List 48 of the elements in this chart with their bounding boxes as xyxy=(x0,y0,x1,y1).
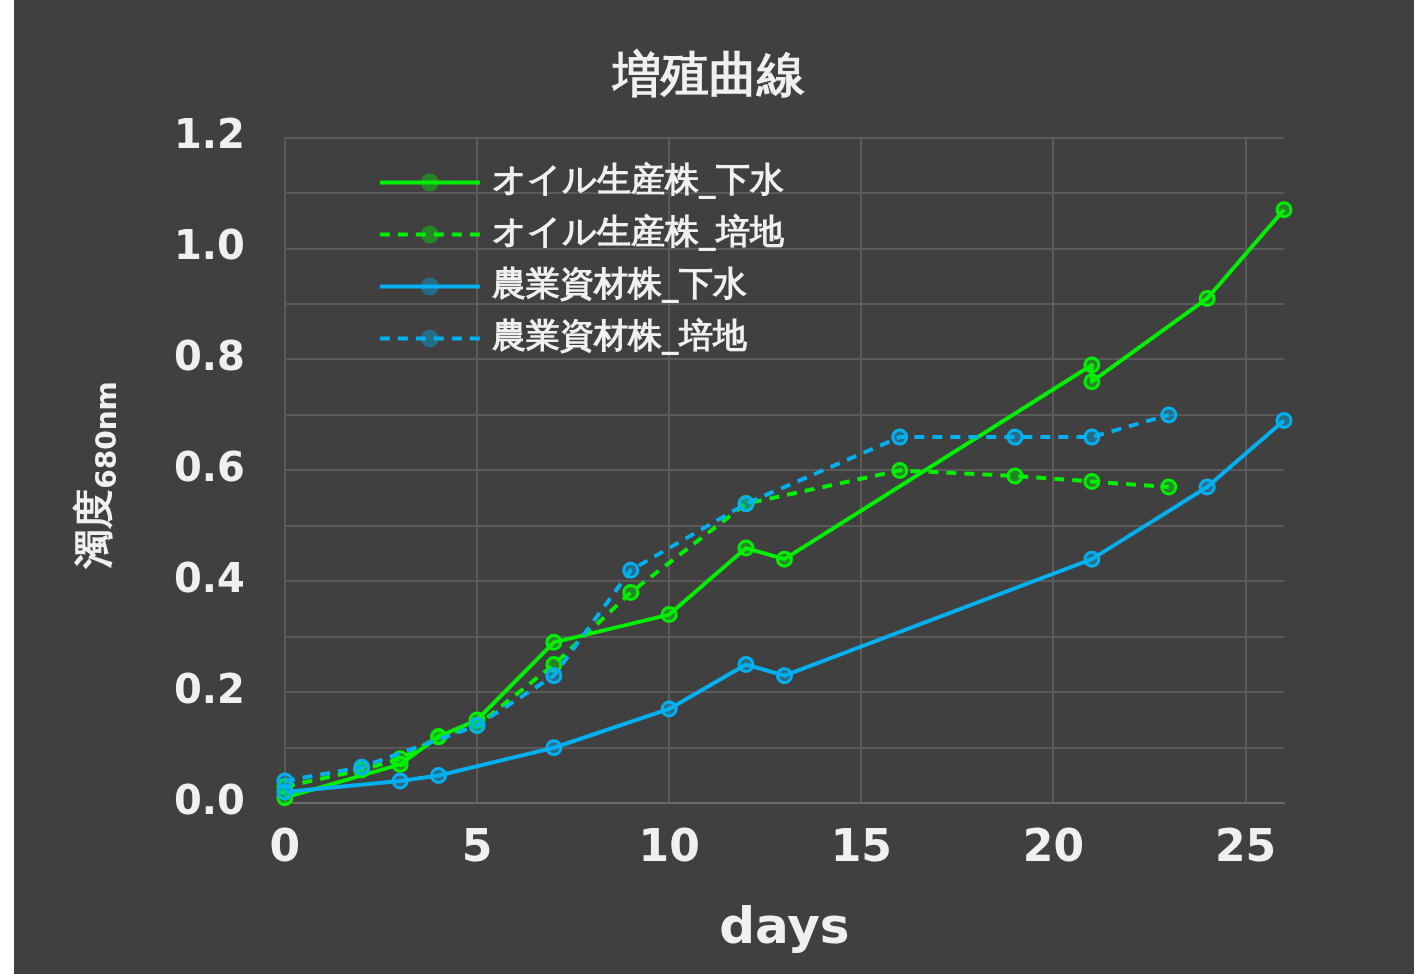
point xyxy=(891,461,909,479)
legend-label: オイル生産株_下水 xyxy=(491,159,784,200)
point xyxy=(775,667,793,685)
x-tick-label: 15 xyxy=(830,820,892,872)
x-tick-label: 0 xyxy=(269,820,301,872)
point xyxy=(545,633,563,651)
point xyxy=(1083,550,1101,568)
point xyxy=(545,667,563,685)
y-tick-label: 0.2 xyxy=(174,665,245,712)
point xyxy=(1006,467,1024,485)
point xyxy=(1083,472,1101,490)
y-tick-label: 0.4 xyxy=(174,554,245,601)
legend-label: 農業資材株_培地 xyxy=(490,315,748,356)
point xyxy=(1275,411,1293,429)
point xyxy=(1083,428,1101,446)
legend-label: オイル生産株_培地 xyxy=(491,211,785,252)
legend-label: 農業資材株_下水 xyxy=(490,263,747,304)
y-tick-label: 1.0 xyxy=(174,221,245,268)
chart-title: 増殖曲線 xyxy=(611,46,806,103)
point xyxy=(1198,289,1216,307)
point xyxy=(1275,201,1293,219)
point xyxy=(276,772,294,790)
point xyxy=(1083,356,1101,374)
point xyxy=(660,606,678,624)
point xyxy=(775,550,793,568)
x-tick-label: 10 xyxy=(638,820,700,872)
point xyxy=(1083,373,1101,391)
point xyxy=(891,428,909,446)
point xyxy=(660,700,678,718)
y-tick-label: 1.2 xyxy=(174,110,245,157)
point xyxy=(737,656,755,674)
point xyxy=(391,772,409,790)
point xyxy=(622,561,640,579)
point xyxy=(430,766,448,784)
point xyxy=(1160,406,1178,424)
point xyxy=(1198,478,1216,496)
y-tick-label: 0.8 xyxy=(174,332,245,379)
point xyxy=(545,739,563,757)
point xyxy=(1160,478,1178,496)
x-tick-label: 5 xyxy=(461,820,493,872)
x-tick-label: 25 xyxy=(1214,820,1277,872)
y-tick-label: 0.0 xyxy=(174,776,245,823)
point xyxy=(1006,428,1024,446)
point xyxy=(737,539,755,557)
x-axis-title: days xyxy=(719,896,850,955)
x-tick-label: 20 xyxy=(1022,820,1085,872)
y-tick-label: 0.6 xyxy=(174,443,245,490)
point xyxy=(622,583,640,601)
